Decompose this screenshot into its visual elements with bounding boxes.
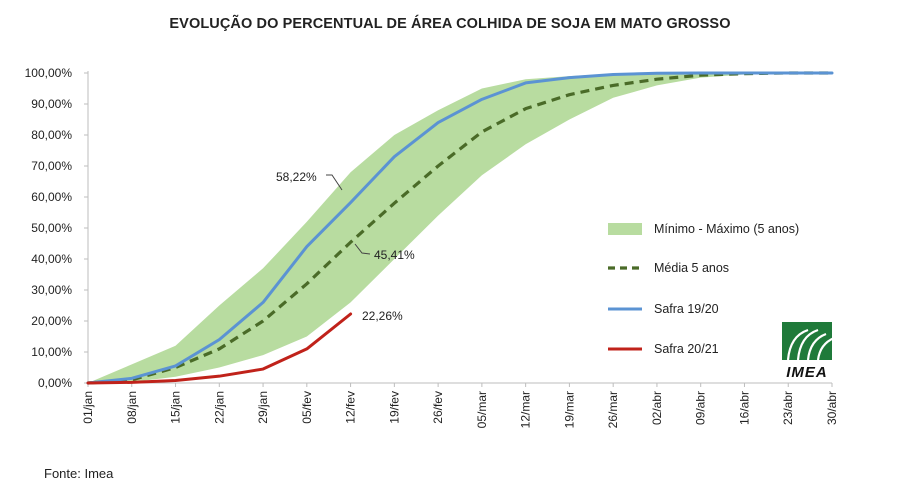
y-tick-label: 70,00%	[31, 159, 72, 173]
axes: 0,00% 10,00% 20,00% 30,00% 40,00% 50,00% 60,00…	[25, 66, 839, 428]
x-tick-label: 26/mar	[606, 391, 620, 428]
media-5-anos-line	[87, 71, 832, 385]
x-tick-label: 15/jan	[169, 391, 183, 424]
annotation-45-41-leader	[354, 243, 371, 255]
legend-media-5-anos-label: Média 5 anos	[654, 261, 729, 275]
y-tick-label: 80,00%	[31, 128, 72, 142]
series-lines	[86, 71, 834, 385]
x-tick-label: 19/fev	[387, 391, 401, 424]
x-tick-label: 22/jan	[212, 391, 226, 424]
x-tick-label: 12/mar	[519, 391, 533, 428]
x-tick-label: 29/jan	[256, 391, 270, 424]
logo-text: IMEA	[786, 364, 828, 381]
y-tick-label: 30,00%	[31, 283, 72, 297]
annotation-58-22-leader	[326, 174, 343, 191]
x-tick-label: 26/fev	[431, 391, 445, 424]
y-tick-label: 90,00%	[31, 97, 72, 111]
logo-stripe	[816, 336, 835, 361]
x-tick-label: 01/jan	[81, 391, 95, 424]
annotation-45-41: 45,41%	[374, 248, 415, 262]
y-tick-label: 0,00%	[38, 376, 72, 390]
annotation-58-22: 58,22%	[276, 170, 317, 184]
source-note: Fonte: Imea	[44, 466, 114, 481]
x-tick-label: 12/fev	[344, 391, 358, 424]
safra-19-20-line	[86, 71, 834, 385]
x-tick-label: 05/fev	[300, 391, 314, 424]
x-tick-label: 30/abr	[825, 391, 839, 425]
logo-mark	[782, 322, 832, 360]
legend-min-max-swatch	[608, 223, 642, 235]
chart-title: EVOLUÇÃO DO PERCENTUAL DE ÁREA COLHIDA D…	[169, 16, 731, 32]
y-tick-label: 20,00%	[31, 314, 72, 328]
annotation-22-26: 22,26%	[362, 309, 403, 323]
safra-20-21-line	[86, 312, 353, 385]
y-tick-label: 10,00%	[31, 345, 72, 359]
x-tick-label: 09/abr	[694, 391, 708, 425]
legend: Mínimo - Máximo (5 anos) Média 5 anos Safr…	[608, 222, 799, 356]
logo-stripe	[796, 328, 819, 361]
y-tick-label: 60,00%	[31, 190, 72, 204]
x-tick-label: 02/abr	[650, 391, 664, 425]
min-max-band-layer	[88, 73, 832, 383]
legend-safra-19-20-label: Safra 19/20	[654, 302, 719, 316]
x-tick-label: 23/abr	[781, 391, 795, 425]
legend-safra-20-21-label: Safra 20/21	[654, 342, 719, 356]
logo-stripe	[806, 332, 827, 361]
logo-stripe	[786, 328, 809, 361]
x-tick-label: 08/jan	[125, 391, 139, 424]
x-tick-label: 19/mar	[562, 391, 576, 428]
min-max-band	[88, 73, 832, 383]
imea-logo: IMEA	[782, 322, 835, 381]
legend-min-max-label: Mínimo - Máximo (5 anos)	[654, 222, 799, 236]
y-tick-label: 100,00%	[25, 66, 73, 80]
annotations: 58,22% 45,41% 22,26%	[276, 170, 415, 323]
x-tick-label: 05/mar	[475, 391, 489, 428]
y-tick-label: 50,00%	[31, 221, 72, 235]
x-tick-label: 16/abr	[737, 391, 751, 425]
y-tick-label: 40,00%	[31, 252, 72, 266]
